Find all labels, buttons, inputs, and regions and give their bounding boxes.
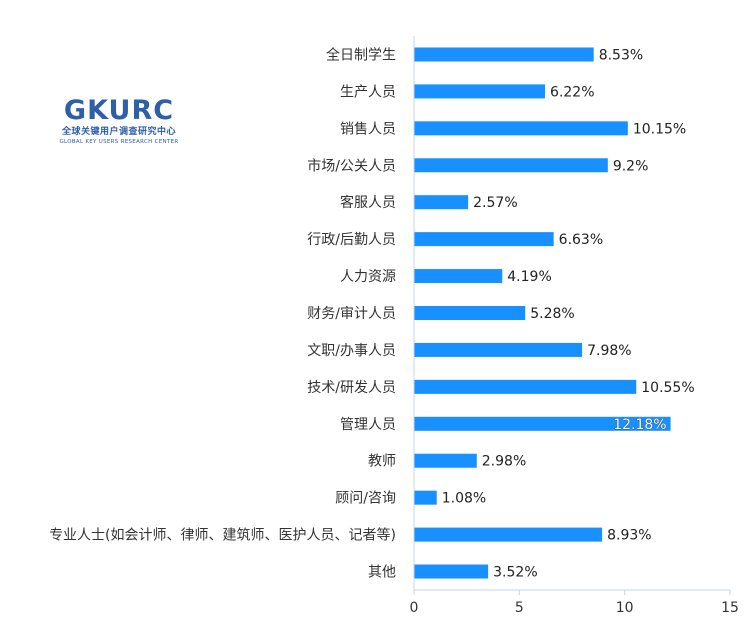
bar — [414, 564, 489, 579]
x-tick-label: 5 — [515, 600, 524, 616]
bar — [414, 416, 671, 431]
bar — [414, 342, 583, 357]
value-label: 6.63% — [559, 232, 603, 248]
value-label: 2.57% — [473, 195, 517, 211]
category-label: 生产人员 — [340, 84, 396, 100]
category-label: 销售人员 — [340, 121, 396, 137]
value-labels-group: 8.53% 6.22% 10.15% 9.2% 2.57% 6.63% 4.19% 5.28%… — [442, 47, 695, 580]
logo-english-text: GLOBAL KEY USERS RESEARCH CENTER — [59, 139, 179, 145]
value-label: 12.18% — [613, 417, 666, 433]
category-label: 财务/审计人员 — [307, 306, 396, 322]
value-label: 10.55% — [641, 380, 694, 396]
value-label: 9.2% — [613, 158, 649, 174]
bar — [414, 379, 637, 394]
value-label: 3.52% — [493, 565, 537, 581]
category-label: 文职/办事人员 — [307, 343, 396, 359]
bar — [414, 453, 477, 468]
bar — [414, 527, 603, 542]
category-label: 客服人员 — [340, 194, 396, 211]
bars-group — [414, 47, 671, 579]
bar — [414, 158, 608, 173]
logo-chinese-text: 全球关键用户调查研究中心 — [61, 127, 176, 137]
value-label: 6.22% — [550, 84, 594, 100]
gkurc-logo: GKURC 全球关键用户调查研究中心 GLOBAL KEY USERS RESE… — [44, 96, 194, 146]
bar — [414, 269, 503, 284]
category-label: 其他 — [368, 565, 396, 581]
bar — [414, 306, 526, 320]
value-label: 5.28% — [530, 306, 574, 322]
category-label: 全日制学生 — [326, 46, 396, 63]
bar — [414, 47, 594, 62]
bar — [414, 490, 437, 505]
value-label: 8.53% — [599, 47, 643, 63]
category-label: 人力资源 — [340, 269, 396, 285]
x-tick-label: 15 — [721, 600, 739, 616]
value-label: 4.19% — [507, 269, 551, 285]
bar — [414, 84, 546, 99]
category-label: 技术/研发人员 — [307, 380, 396, 396]
category-labels-group: 全日制学生生产人员销售人员市场/公关人员客服人员行政/后勤人员人力资源财务/审计… — [49, 46, 396, 580]
value-label: 8.93% — [607, 528, 651, 544]
bar — [414, 121, 628, 136]
value-label: 1.08% — [442, 491, 486, 507]
category-label: 专业人士(如会计师、律师、建筑师、医护人员、记者等) — [49, 527, 396, 544]
value-label: 2.98% — [482, 454, 526, 470]
x-tick-label: 0 — [410, 600, 419, 616]
bar — [414, 232, 554, 247]
category-label: 教师 — [368, 454, 396, 470]
category-label: 顾问/咨询 — [335, 491, 396, 507]
value-label: 10.15% — [633, 121, 686, 137]
category-label: 管理人员 — [340, 417, 396, 433]
category-label: 行政/后勤人员 — [307, 232, 396, 248]
value-label: 7.98% — [587, 343, 631, 359]
logo-main-text: GKURC — [63, 95, 175, 126]
x-ticks-group: 0 5 10 15 — [410, 590, 739, 616]
bar — [414, 195, 469, 210]
category-label: 市场/公关人员 — [307, 157, 396, 174]
x-tick-label: 10 — [616, 600, 634, 616]
